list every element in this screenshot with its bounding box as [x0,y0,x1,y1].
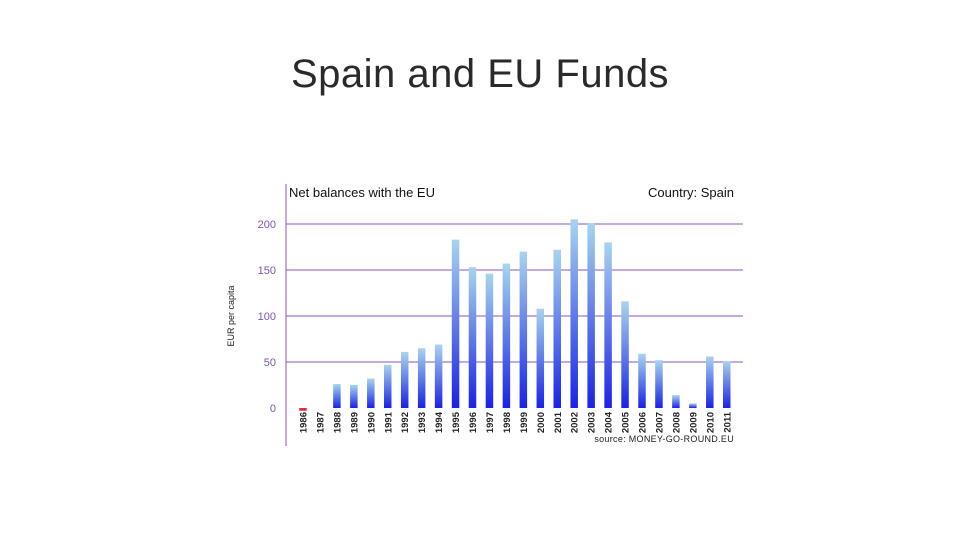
chart-subtitle: Country: Spain [648,185,734,200]
x-tick-label: 2005 [621,411,632,433]
x-tick-label: 1989 [349,412,360,433]
bar-2004 [604,242,612,408]
bar-1992 [400,351,409,408]
y-tick-label: 150 [258,265,276,277]
bar-2003 [587,223,595,408]
bar-2006 [638,353,646,408]
x-tick-label: 2001 [553,411,564,433]
x-tick-label: 1986 [299,412,310,433]
x-tick-label: 1996 [468,412,479,433]
y-tick-label: 100 [258,311,276,323]
x-tick-label: 1997 [485,412,496,433]
source-note: source: MONEY-GO-ROUND.EU [594,434,734,444]
bar-2011 [723,361,731,408]
bar-2005 [621,301,629,408]
x-tick-label: 2000 [536,412,547,433]
bar-1999 [519,251,528,408]
x-tick-label: 1987 [315,412,326,433]
x-tick-label: 2008 [671,412,682,433]
bar-1998 [502,263,511,408]
bar-2008 [672,395,680,408]
x-tick-label: 1995 [451,411,462,433]
bar-2010 [706,356,714,408]
bar-1993 [417,348,426,408]
bar-1994 [434,344,443,408]
bar-1990 [367,378,375,408]
x-tick-label: 2006 [638,412,649,433]
bar-2007 [655,360,663,408]
bar-2002 [570,219,578,408]
gridlines [286,223,743,363]
bar-1988 [333,384,341,408]
y-tick-label: 50 [264,357,276,369]
y-tick-labels: 0 50 100 150 200 [258,219,276,415]
y-tick-label: 0 [270,403,276,415]
x-tick-label: 1988 [332,412,343,433]
x-tick-label: 1990 [366,412,377,433]
x-tick-labels: 1986 1987 1988 1989 1990 1991 1992 1993 1994 1995… [299,411,734,433]
x-tick-label: 1998 [502,412,513,433]
bar-1991 [384,364,392,408]
bar-2001 [553,249,561,408]
bar-1997 [485,273,494,408]
x-tick-label: 2010 [705,412,716,433]
bar-1995 [451,239,460,408]
x-tick-label: 1992 [400,412,411,433]
y-axis-label: EUR per capita [226,285,236,346]
x-tick-label: 1994 [434,411,445,433]
slide-title: Spain and EU Funds [290,52,670,96]
x-tick-label: 2011 [722,411,733,432]
bar-2009 [689,403,697,408]
bar-1996 [468,267,477,408]
bars [299,219,731,411]
y-tick-label: 200 [258,219,276,231]
x-tick-label: 2009 [688,412,699,433]
x-tick-label: 2003 [587,412,598,433]
x-tick-label: 1991 [383,411,394,433]
x-tick-label: 1999 [519,412,530,433]
x-tick-label: 2004 [604,411,615,433]
bar-2000 [536,308,545,408]
x-tick-label: 1993 [417,412,428,433]
x-tick-label: 2002 [570,412,581,433]
chart-title: Net balances with the EU [289,185,435,200]
bar-1986 [299,408,307,411]
bar-1989 [350,385,358,408]
x-tick-label: 2007 [654,412,665,433]
